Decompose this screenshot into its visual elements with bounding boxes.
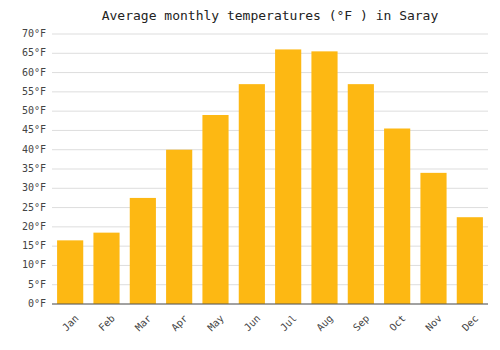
- y-axis: 0°F 5°F 10°F 15°F 20°F 25°F 30°F 35°F 40°F 45°F 50…: [22, 28, 46, 309]
- y-tick-label: 20°F: [22, 221, 46, 232]
- grid-line: [52, 53, 488, 54]
- x-axis: Jan Feb Mar Apr May Jun Jul Aug Sep Oct Nov Dec: [60, 313, 480, 334]
- x-tick-label: Apr: [169, 313, 190, 334]
- bar: [457, 217, 483, 304]
- grid-line: [52, 304, 488, 305]
- x-tick-label: Jan: [60, 313, 81, 334]
- x-tick-label: Mar: [133, 313, 154, 334]
- bar: [93, 233, 119, 304]
- bar: [384, 129, 410, 305]
- grid-line: [52, 111, 488, 112]
- bar: [130, 198, 156, 304]
- y-tick-label: 65°F: [22, 47, 46, 58]
- y-tick-label: 45°F: [22, 124, 46, 135]
- y-tick-label: 15°F: [22, 240, 46, 251]
- title: Average monthly temperatures (°F ) in Sa…: [102, 8, 439, 23]
- x-tick-label: Feb: [96, 313, 117, 334]
- bar: [166, 150, 192, 304]
- grid-line: [52, 34, 488, 35]
- bars: [57, 49, 483, 304]
- bar: [420, 173, 446, 304]
- chart: 0°F 5°F 10°F 15°F 20°F 25°F 30°F 35°F 40°F 45°F 50…: [0, 0, 500, 350]
- grid-line: [52, 72, 488, 73]
- grid-line: [52, 149, 488, 150]
- bar: [348, 84, 374, 304]
- y-tick-label: 0°F: [28, 298, 46, 309]
- y-tick-label: 50°F: [22, 105, 46, 116]
- x-tick-label: Jun: [242, 313, 263, 334]
- y-tick-label: 40°F: [22, 144, 46, 155]
- grid-line: [52, 91, 488, 92]
- y-tick-label: 30°F: [22, 182, 46, 193]
- x-tick-label: Aug: [314, 313, 335, 334]
- x-tick-label: Dec: [460, 313, 481, 334]
- chart-container: 0°F 5°F 10°F 15°F 20°F 25°F 30°F 35°F 40°F 45°F 50…: [0, 0, 500, 350]
- y-tick-label: 70°F: [22, 28, 46, 39]
- bar: [239, 84, 265, 304]
- grid-line: [52, 169, 488, 170]
- y-tick-label: 10°F: [22, 259, 46, 270]
- y-tick-label: 55°F: [22, 86, 46, 97]
- x-tick-label: Oct: [387, 313, 408, 334]
- y-tick-label: 35°F: [22, 163, 46, 174]
- x-tick-label: Sep: [351, 313, 372, 334]
- x-tick-label: Nov: [423, 313, 444, 334]
- x-axis-line: [52, 304, 488, 305]
- y-tick-label: 5°F: [28, 279, 46, 290]
- grid-line: [52, 130, 488, 131]
- x-tick-label: Jul: [278, 313, 299, 334]
- y-tick-label: 25°F: [22, 202, 46, 213]
- bar: [275, 49, 301, 304]
- y-tick-label: 60°F: [22, 67, 46, 78]
- bar: [202, 115, 228, 304]
- bar: [57, 240, 83, 304]
- bar: [311, 51, 337, 304]
- x-tick-label: May: [205, 313, 226, 334]
- grid: [52, 34, 488, 304]
